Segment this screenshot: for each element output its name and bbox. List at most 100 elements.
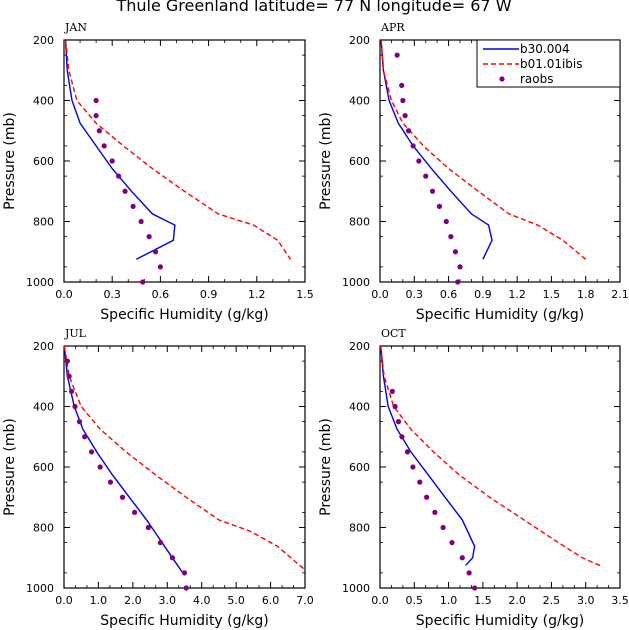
x-axis-label: Specific Humidity (g/kg) [100,307,268,323]
y-tick-label: 1000 [342,276,370,289]
x-tick-label: 0.6 [152,288,170,301]
raobs-point [402,113,408,119]
y-tick-label: 400 [33,401,54,414]
raobs-point [416,158,422,164]
y-tick-label: 1000 [26,276,54,289]
y-tick-label: 1000 [342,582,370,595]
panel-label: JAN [64,21,87,34]
raobs-point [429,188,436,194]
raobs-point [157,540,163,546]
raobs-point [131,509,138,515]
panel-label: JUL [64,327,87,340]
plot-frame [63,39,306,283]
raobs-point [109,158,115,164]
panel-label: OCT [381,327,406,340]
y-tick-label: 400 [33,95,54,108]
raobs-point [122,188,128,194]
x-tick-label: 7.0 [296,594,314,607]
legend-label: raobs [520,72,554,86]
x-tick-label: 4.0 [193,594,211,607]
y-axis-label: Pressure (mb) [2,418,18,516]
raobs-point [76,419,83,425]
raobs-point [146,234,152,240]
raobs-point [466,570,472,576]
x-tick-label: 2.5 [543,594,561,607]
raobs-point [145,524,151,531]
x-tick-label: 0.0 [371,288,389,301]
x-tick-label: 1.2 [508,288,526,301]
raobs-point [140,279,146,285]
raobs-point [410,143,416,149]
raobs-point [399,82,405,88]
x-tick-label: 1.5 [296,288,314,301]
x-tick-label: 1.2 [248,288,266,301]
x-tick-label: 0.9 [474,288,492,301]
x-tick-label: 3.0 [577,594,595,607]
x-tick-label: 1.0 [90,594,108,607]
x-tick-label: 2.1 [611,288,629,301]
raobs-point [97,464,103,470]
y-tick-label: 400 [349,401,370,414]
series-line-b01-01ibis [380,345,604,568]
raobs-point [449,540,455,546]
x-tick-label: 3.0 [159,594,177,607]
raobs-point [436,203,443,209]
legend-marker-dot [499,76,505,82]
y-tick-label: 200 [33,340,54,353]
raobs-point [72,403,78,410]
y-axis-label: Pressure (mb) [318,112,334,210]
raobs-point [404,449,411,455]
raobs-point [68,388,75,394]
y-tick-label: 600 [349,461,370,474]
raobs-point [138,218,144,225]
panels: 0.0 0.3 0.6 0.9 1.2 1.5 200 400 600 800 1000 Specif… [2,21,629,629]
y-tick-label: 800 [33,216,54,229]
panel-jan: 0.0 0.3 0.6 0.9 1.2 1.5 200 400 600 800 1000 Specif… [2,21,314,323]
panel-label: APR [380,21,405,34]
x-tick-label: 1.5 [474,594,492,607]
y-axis-label: Pressure (mb) [318,418,334,516]
raobs-point [181,570,188,576]
y-tick-label: 600 [33,461,54,474]
raobs-point [410,464,416,470]
raobs-point [432,509,438,515]
raobs-point [389,388,395,394]
series-line-b30-004 [380,39,493,260]
raobs-point [101,143,107,149]
x-tick-label: 0.0 [55,288,73,301]
raobs-point [400,97,406,104]
x-tick-label: 1.8 [577,288,595,301]
plot-frame [379,345,621,589]
x-tick-label: 2.0 [124,594,142,607]
x-axis-label: Specific Humidity (g/kg) [416,613,584,629]
raobs-point [93,113,99,119]
raobs-point [157,264,163,270]
x-tick-label: 0.5 [406,594,424,607]
y-tick-label: 600 [349,155,370,168]
y-tick-label: 200 [349,34,370,47]
raobs-point [448,234,454,240]
y-tick-label: 800 [349,216,370,229]
raobs-point [64,358,71,364]
x-tick-label: 0.9 [200,288,218,301]
raobs-point [394,52,400,58]
legend-label: b30.004 [520,42,570,56]
x-tick-label: 1.5 [543,288,561,301]
x-tick-label: 0.3 [103,288,121,301]
raobs-point [395,419,402,425]
raobs-point [417,479,423,485]
legend-label: b01.01ibis [520,57,583,71]
y-tick-label: 1000 [26,582,54,595]
raobs-point [459,555,465,561]
x-tick-label: 0.6 [440,288,458,301]
raobs-point [66,373,72,379]
y-tick-label: 800 [33,522,54,535]
panel-jul: 0.0 1.0 2.0 3.0 4.0 5.0 6.0 7.0 200 400 600 800 1000… [2,327,314,629]
x-tick-label: 0.0 [55,594,73,607]
x-tick-label: 6.0 [262,594,280,607]
raobs-point [152,249,159,255]
raobs-point [119,494,126,500]
y-tick-label: 200 [33,34,54,47]
